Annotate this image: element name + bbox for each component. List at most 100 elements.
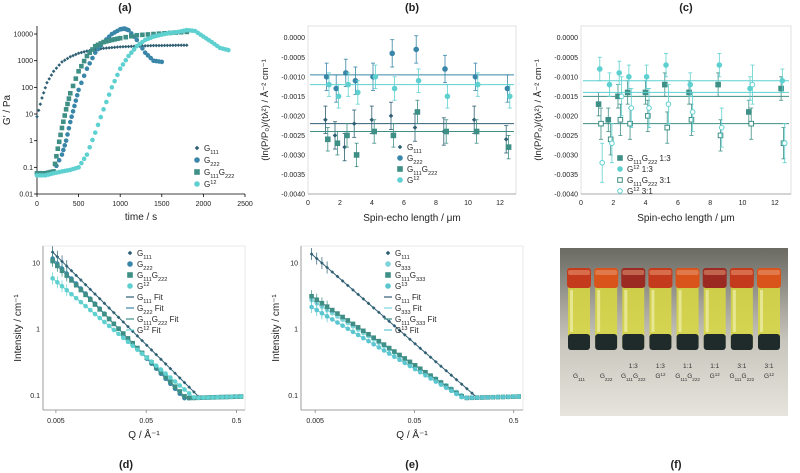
legend-label: G12 Fit bbox=[137, 326, 161, 335]
data-point bbox=[135, 334, 140, 338]
data-point bbox=[371, 335, 376, 341]
vial-cap-shine bbox=[595, 270, 618, 275]
data-point bbox=[381, 342, 387, 347]
vial: 1:1 G111G222 bbox=[675, 268, 700, 382]
data-point bbox=[132, 44, 136, 49]
legend-marker bbox=[397, 155, 403, 161]
data-point bbox=[387, 319, 392, 324]
data-point bbox=[162, 43, 167, 48]
data-point bbox=[116, 315, 121, 320]
vial-bottom bbox=[758, 334, 780, 350]
data-point bbox=[423, 373, 428, 378]
x-tick-label: 0 bbox=[579, 200, 583, 207]
y-tick-label: 100 bbox=[21, 85, 33, 92]
y-tick-label: -0.0040 bbox=[554, 192, 578, 199]
vial-cap-shine bbox=[758, 270, 780, 275]
legend-label: G111G222 3:1 bbox=[627, 176, 671, 188]
data-point bbox=[423, 350, 428, 355]
legend-label: G333 bbox=[395, 260, 411, 272]
data-point bbox=[224, 394, 230, 400]
data-point bbox=[454, 377, 459, 382]
data-point bbox=[645, 113, 651, 119]
data-point bbox=[665, 101, 672, 107]
y-tick-label: 10000 bbox=[14, 32, 34, 39]
data-point bbox=[351, 121, 357, 126]
data-point bbox=[392, 354, 397, 360]
data-point bbox=[123, 44, 128, 49]
vial-cap-shine bbox=[703, 270, 726, 275]
data-point bbox=[104, 99, 109, 105]
x-axis-title: Spin-echo length / μm bbox=[637, 213, 734, 224]
data-point bbox=[67, 119, 73, 125]
data-point bbox=[605, 116, 612, 123]
data-point bbox=[76, 51, 81, 56]
vial-label: G12 bbox=[655, 372, 666, 381]
data-point bbox=[163, 362, 168, 366]
data-point bbox=[475, 81, 481, 88]
x-tick-label: 1000 bbox=[112, 201, 128, 208]
data-point bbox=[177, 389, 183, 394]
panel-label-f: (f) bbox=[671, 459, 682, 471]
x-axis-title: Q / Å⁻¹ bbox=[396, 428, 428, 441]
data-point bbox=[443, 128, 449, 135]
data-point bbox=[376, 338, 382, 344]
x-tick-label: 2 bbox=[338, 200, 342, 207]
legend-marker bbox=[397, 166, 403, 172]
vial-bottom bbox=[676, 334, 699, 350]
legend-marker bbox=[194, 157, 200, 163]
y-tick-label: 10 bbox=[25, 112, 33, 119]
data-point bbox=[64, 287, 70, 293]
x-axis-title: Spin-echo length / μm bbox=[363, 213, 460, 224]
data-point bbox=[184, 43, 189, 48]
data-point bbox=[76, 87, 81, 93]
data-point bbox=[116, 326, 121, 331]
data-point bbox=[87, 61, 92, 66]
data-point bbox=[377, 310, 381, 315]
data-point bbox=[129, 44, 134, 49]
data-point bbox=[309, 293, 314, 299]
data-point bbox=[459, 382, 464, 386]
legend-label: G222 bbox=[204, 156, 220, 168]
data-point bbox=[177, 376, 182, 380]
data-point bbox=[438, 382, 444, 387]
data-point bbox=[472, 73, 479, 80]
legend-label: G12 3:1 bbox=[627, 187, 653, 196]
data-point bbox=[143, 44, 147, 48]
vial-ratio: 3:1 bbox=[764, 363, 773, 370]
data-point bbox=[61, 119, 66, 125]
data-point bbox=[449, 373, 454, 378]
data-point bbox=[159, 59, 165, 65]
data-point bbox=[117, 35, 123, 41]
data-point bbox=[106, 316, 112, 322]
data-point bbox=[356, 292, 360, 297]
vial-liquid bbox=[676, 285, 699, 347]
data-point bbox=[121, 44, 125, 49]
legend-label: G222 Fit bbox=[137, 304, 164, 316]
data-point bbox=[369, 117, 375, 123]
data-point bbox=[59, 125, 65, 131]
data-point bbox=[219, 394, 225, 400]
data-point bbox=[56, 139, 62, 145]
data-point bbox=[97, 315, 103, 321]
data-point bbox=[145, 32, 151, 37]
data-point bbox=[182, 380, 187, 385]
data-point bbox=[142, 50, 148, 55]
vial-cap-shine bbox=[676, 270, 699, 275]
data-point bbox=[664, 124, 671, 131]
data-point bbox=[145, 343, 149, 348]
data-point bbox=[643, 73, 650, 80]
data-point bbox=[158, 367, 164, 372]
data-point bbox=[128, 50, 134, 56]
data-point bbox=[433, 379, 439, 384]
data-point bbox=[314, 307, 320, 313]
data-point bbox=[65, 56, 70, 61]
data-point bbox=[51, 69, 56, 74]
data-point bbox=[168, 379, 173, 385]
data-point bbox=[148, 55, 154, 61]
data-point bbox=[192, 390, 196, 394]
legend-marker bbox=[397, 177, 403, 183]
data-point bbox=[314, 297, 320, 303]
data-point bbox=[111, 327, 117, 333]
y-tick-label: -0.0035 bbox=[554, 172, 578, 179]
data-point bbox=[716, 62, 723, 68]
